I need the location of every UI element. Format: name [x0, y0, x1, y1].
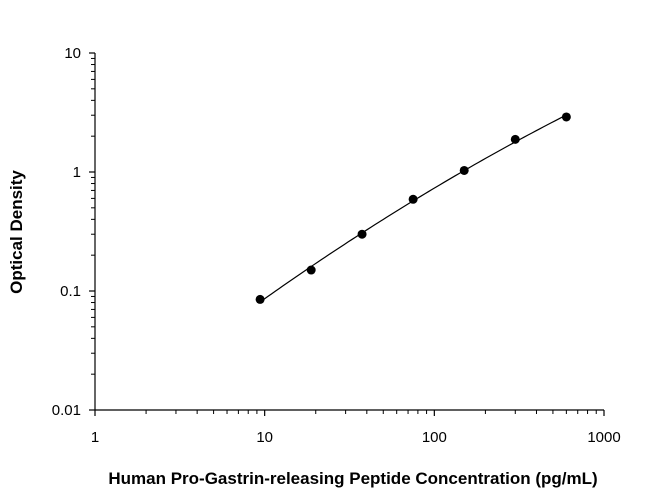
x-tick-label: 100 [422, 429, 447, 446]
data-point [357, 229, 367, 239]
x-tick-label: 1 [91, 429, 99, 446]
data-point [306, 265, 316, 275]
data-point [408, 194, 418, 204]
x-tick-label: 10 [256, 429, 273, 446]
y-tick-label: 0.01 [52, 402, 81, 419]
y-tick-label: 1 [73, 164, 81, 181]
axes [94, 53, 604, 411]
y-tick-label: 10 [64, 45, 81, 62]
data-point [255, 294, 265, 304]
data-point [459, 165, 469, 175]
data-point [561, 112, 571, 122]
y-tick-label: 0.1 [60, 283, 81, 300]
fit-curve [259, 114, 567, 303]
ticks [89, 52, 605, 416]
x-tick-label: 1000 [587, 429, 620, 446]
data-points [255, 112, 571, 304]
x-axis-title: Human Pro-Gastrin-releasing Peptide Conc… [108, 469, 597, 488]
y-axis-title: Optical Density [7, 170, 26, 294]
tick-labels: 1 10 100 1000 0.01 0.1 1 10 [52, 45, 621, 446]
data-point [510, 134, 520, 144]
